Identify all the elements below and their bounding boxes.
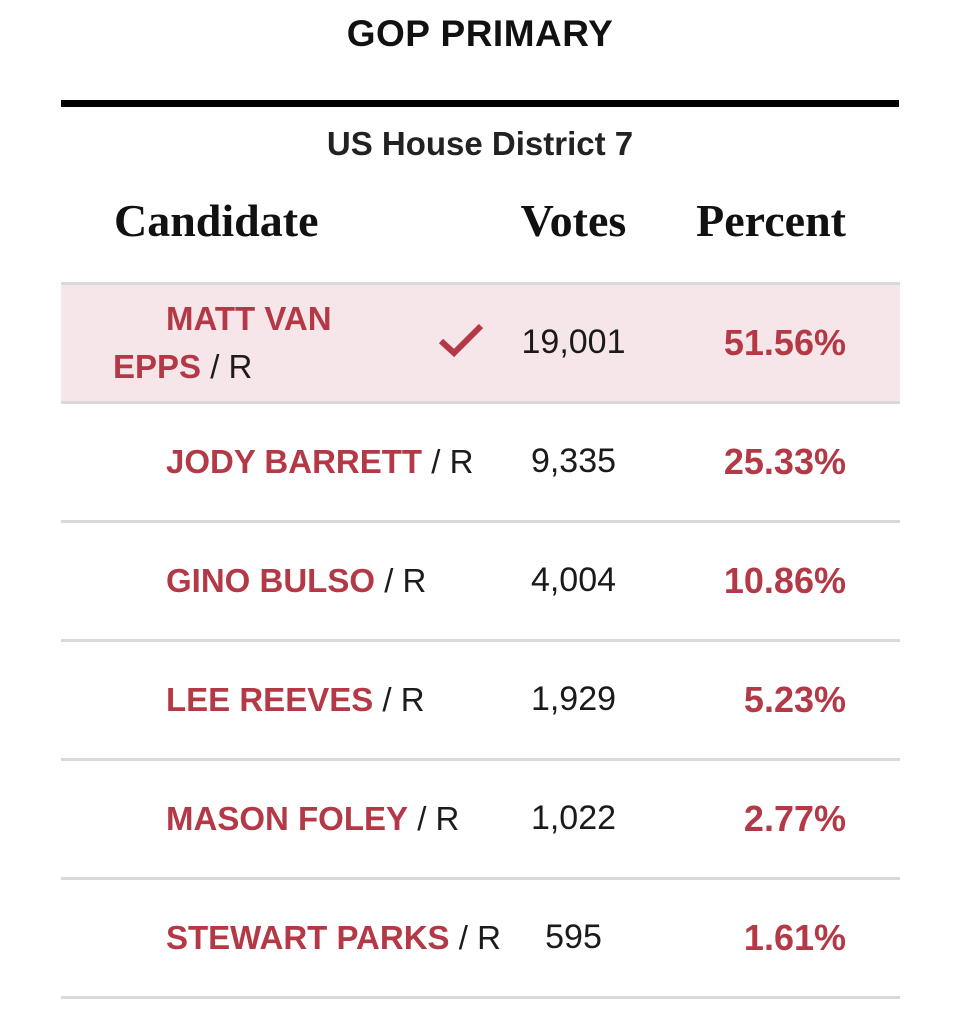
percent-value: 10.86% [723,559,846,601]
percent-value: 5.23% [743,678,846,720]
table-row: STEWART PARKS / R 595 1.61% [61,876,900,996]
votes-value: 595 [545,918,602,957]
candidate-name-cell: STEWART PARKS / R [61,914,501,962]
votes-value: 19,001 [521,323,626,362]
candidate-name-cell: MASON FOLEY / R [61,795,501,843]
column-header-candidate: Candidate [114,195,319,247]
candidate-name-cell: GINO BULSO / R [61,557,501,605]
candidate-name: LEE REEVES [166,680,374,718]
votes-value: 1,929 [530,680,617,719]
header-divider [61,100,899,108]
party-label: / R [458,918,501,956]
percent-value: 2.77% [743,797,846,839]
contest-title: GOP PRIMARY [346,13,614,54]
table-row: JODY BARRETT / R 9,335 25.33% [61,400,900,520]
winner-check-cell [421,322,501,363]
table-row: MASON FOLEY / R 1,022 2.77% [61,757,900,877]
votes-value: 4,004 [530,561,617,600]
results-table: MATT VAN EPPS / R 19,001 51.56% JODY BAR… [61,281,900,999]
candidate-name-cell: MATT VAN EPPS / R [61,295,421,391]
candidate-name-cell: LEE REEVES / R [61,676,501,724]
percent-value: 51.56% [723,321,846,363]
percent-value: 25.33% [723,440,846,482]
party-label: / R [431,442,474,480]
candidate-name: MATT VAN EPPS [113,299,332,385]
candidate-name: JODY BARRETT [166,442,423,480]
candidate-name: GINO BULSO [166,561,376,599]
column-header-votes: Votes [520,195,627,247]
candidate-name-cell: JODY BARRETT / R [61,438,501,486]
percent-value: 1.61% [743,916,846,958]
party-label: / R [382,680,425,718]
candidate-name: MASON FOLEY [166,799,409,837]
party-label: / R [210,347,253,385]
race-subtitle: US House District 7 [326,125,634,163]
party-label: / R [384,561,427,599]
table-row: GINO BULSO / R 4,004 10.86% [61,519,900,639]
party-label: / R [417,799,460,837]
table-row: LEE REEVES / R 1,929 5.23% [61,638,900,758]
checkmark-icon [438,322,484,363]
votes-value: 9,335 [530,442,617,481]
candidate-name: STEWART PARKS [166,918,450,956]
table-row: MATT VAN EPPS / R 19,001 51.56% [61,281,900,401]
table-header-row: Candidate Votes Percent [61,192,900,250]
election-results-widget: GOP PRIMARY US House District 7 Candidat… [0,12,960,999]
column-header-percent: Percent [696,195,846,247]
votes-value: 1,022 [530,799,617,838]
